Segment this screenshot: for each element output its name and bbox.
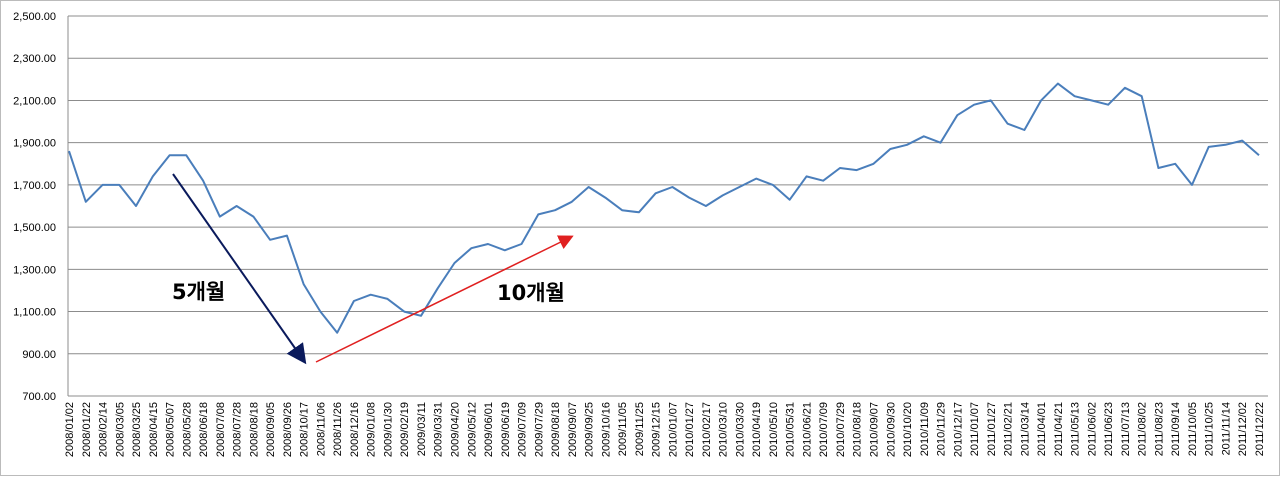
x-tick-label: 2010/12/17 <box>952 402 964 457</box>
x-tick-label: 2011/06/23 <box>1103 402 1115 456</box>
x-tick-label: 2011/01/27 <box>986 402 998 456</box>
x-tick-label: 2011/12/02 <box>1237 402 1249 456</box>
x-tick-label: 2010/07/09 <box>818 402 830 457</box>
x-tick-label: 2010/11/09 <box>919 402 931 456</box>
x-tick-label: 2010/05/31 <box>785 402 797 457</box>
x-tick-label: 2011/10/05 <box>1187 402 1199 456</box>
x-tick-label: 2009/06/19 <box>500 402 512 457</box>
x-tick-label: 2009/03/31 <box>433 402 445 457</box>
x-tick-label: 2010/09/30 <box>885 402 897 457</box>
x-tick-label: 2011/04/01 <box>1036 402 1048 456</box>
series-line <box>68 82 1260 334</box>
x-tick-label: 2009/01/08 <box>366 402 378 457</box>
x-tick-label: 2011/12/22 <box>1254 402 1266 456</box>
x-tick-label: 2008/11/26 <box>332 402 344 456</box>
x-tick-label: 2010/01/07 <box>667 402 679 457</box>
x-tick-label: 2009/09/07 <box>567 402 579 457</box>
y-tick-label: 1,100.00 <box>13 307 56 319</box>
x-tick-label: 2008/08/18 <box>248 402 260 457</box>
x-tick-label: 2008/12/16 <box>349 402 361 457</box>
x-tick-label: 2009/07/09 <box>517 402 529 457</box>
x-tick-label: 2011/02/21 <box>1003 402 1015 456</box>
x-tick-label: 2010/05/10 <box>768 402 780 457</box>
x-tick-label: 2008/07/28 <box>232 402 244 457</box>
x-tick-label: 2009/07/29 <box>533 402 545 457</box>
x-tick-label: 2008/10/17 <box>299 402 311 457</box>
x-tick-label: 2010/07/29 <box>835 402 847 457</box>
recovery-arrow <box>315 235 574 363</box>
x-tick-label: 2011/08/02 <box>1137 402 1149 456</box>
y-tick-label: 1,900.00 <box>13 138 56 150</box>
y-tick-label: 2,100.00 <box>13 95 56 107</box>
x-tick-label: 2009/12/15 <box>651 402 663 457</box>
x-tick-label: 2009/08/18 <box>550 402 562 457</box>
x-tick-label: 2010/01/27 <box>684 402 696 457</box>
x-tick-label: 2008/02/14 <box>98 402 110 457</box>
x-tick-label: 2009/11/05 <box>617 402 629 456</box>
annotation: 5개월 <box>172 280 225 304</box>
x-tick-label: 2009/10/16 <box>600 402 612 457</box>
x-tick-label: 2011/11/14 <box>1220 402 1232 455</box>
x-tick-label: 2009/09/25 <box>584 402 596 457</box>
x-tick-label: 2010/08/18 <box>852 402 864 457</box>
x-tick-label: 2008/01/22 <box>81 402 93 457</box>
x-tick-label: 2009/04/20 <box>449 402 461 457</box>
y-tick-label: 1,700.00 <box>13 180 56 192</box>
x-tick-label: 2008/05/07 <box>165 402 177 457</box>
x-tick-label: 2008/07/08 <box>215 402 227 457</box>
x-tick-label: 2009/11/25 <box>634 402 646 456</box>
y-tick-label: 2,500.00 <box>13 11 56 23</box>
y-tick-label: 1,500.00 <box>13 222 56 234</box>
decline-arrow <box>172 173 307 365</box>
x-tick-label: 2011/09/14 <box>1170 402 1182 456</box>
x-tick-label: 2009/01/30 <box>382 402 394 457</box>
x-tick-label: 2010/09/07 <box>869 402 881 457</box>
y-tick-label: 1,300.00 <box>13 264 56 276</box>
x-tick-label: 2011/01/07 <box>969 402 981 456</box>
x-tick-label: 2010/11/29 <box>936 402 948 456</box>
x-tick-label: 2011/05/13 <box>1070 402 1082 456</box>
x-tick-label: 2009/05/12 <box>466 402 478 457</box>
x-tick-label: 2010/02/17 <box>701 402 713 457</box>
x-tick-label: 2008/06/18 <box>198 402 210 457</box>
x-tick-label: 2008/03/25 <box>131 402 143 457</box>
x-tick-label: 2008/01/02 <box>64 402 76 457</box>
x-tick-label: 2008/04/15 <box>148 402 160 457</box>
x-tick-label: 2011/04/21 <box>1053 402 1065 456</box>
x-tick-label: 2010/06/21 <box>801 402 813 457</box>
x-tick-label: 2008/03/05 <box>114 402 126 457</box>
x-tick-label: 2009/02/19 <box>399 402 411 457</box>
x-tick-label: 2011/06/02 <box>1086 402 1098 456</box>
x-tick-label: 2011/08/23 <box>1153 402 1165 456</box>
x-tick-label: 2008/05/28 <box>181 402 193 457</box>
x-tick-label: 2010/04/19 <box>751 402 763 457</box>
annotation: 10개월 <box>497 281 565 305</box>
y-tick-label: 700.00 <box>22 391 56 403</box>
x-tick-label: 2011/03/14 <box>1019 402 1031 456</box>
x-tick-label: 2009/03/11 <box>416 402 428 456</box>
y-tick-label: 2,300.00 <box>13 53 56 65</box>
x-tick-label: 2009/06/01 <box>483 402 495 457</box>
x-tick-label: 2011/07/13 <box>1120 402 1132 456</box>
y-tick-label: 900.00 <box>22 349 56 361</box>
x-tick-label: 2008/11/06 <box>315 402 327 456</box>
x-tick-label: 2008/09/26 <box>282 402 294 457</box>
x-tick-label: 2008/09/05 <box>265 402 277 457</box>
x-tick-label: 2010/10/20 <box>902 402 914 457</box>
x-tick-label: 2010/03/30 <box>734 402 746 457</box>
x-tick-label: 2011/10/25 <box>1204 402 1216 456</box>
x-tick-label: 2010/03/10 <box>718 402 730 457</box>
